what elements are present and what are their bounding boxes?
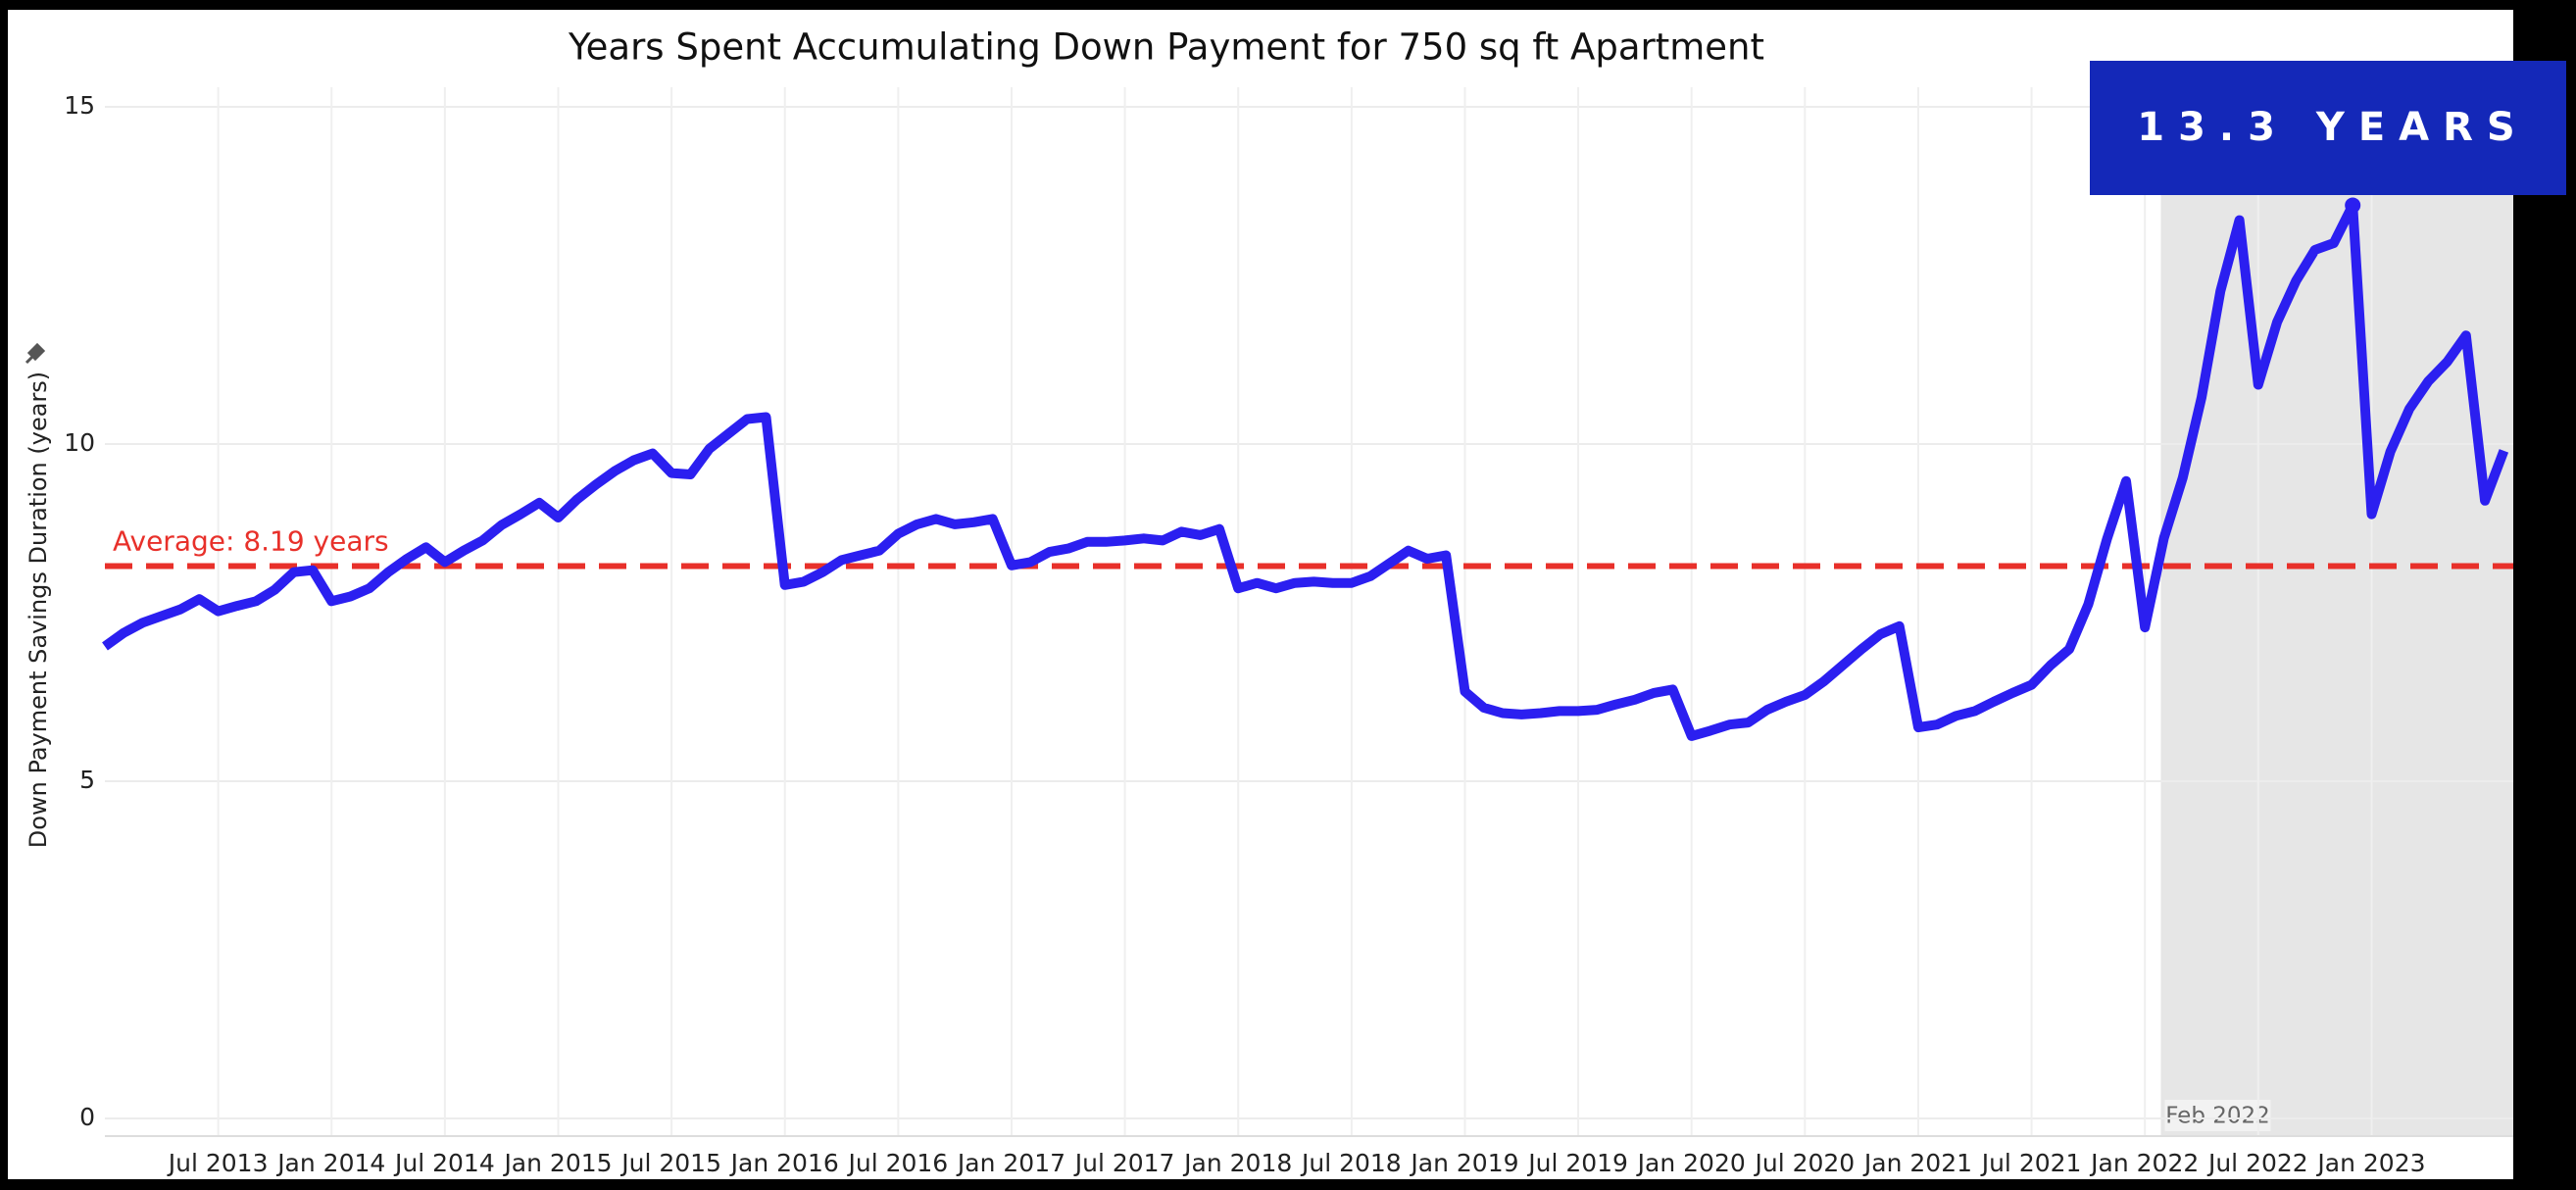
x-tick-label: Jan 2020 — [1636, 1149, 1746, 1177]
data-line — [102, 200, 2509, 741]
x-tick-label: Jul 2017 — [1073, 1149, 1175, 1177]
peak-point — [2345, 197, 2361, 214]
x-tick-label: Jan 2017 — [956, 1149, 1065, 1177]
average-label: Average: 8.19 years — [113, 525, 389, 558]
y-tick-label: 15 — [64, 91, 95, 120]
x-tick-label: Jul 2019 — [1526, 1149, 1628, 1177]
highlight-region — [2160, 87, 2513, 1136]
x-tick-label: Jan 2015 — [502, 1149, 612, 1177]
x-tick-label: Jul 2018 — [1300, 1149, 1402, 1177]
callout-box — [2090, 61, 2566, 195]
y-tick-label: 0 — [79, 1103, 95, 1131]
x-tick-label: Jan 2014 — [275, 1149, 385, 1177]
highlight-label-bg — [2164, 1100, 2271, 1131]
right-border — [2513, 0, 2576, 1190]
callout-text: 13.3 YEARS — [2137, 105, 2528, 150]
x-tick-label: Jan 2016 — [729, 1149, 839, 1177]
x-tick-label: Jan 2021 — [1862, 1149, 1972, 1177]
highlight-label: Feb 2022 — [2165, 1104, 2270, 1129]
y-axis-title: Down Payment Savings Duration (years) — [25, 372, 52, 848]
x-tick-label: Jul 2016 — [846, 1149, 948, 1177]
x-tick-label: Jul 2022 — [2206, 1149, 2308, 1177]
x-tick-label: Jul 2013 — [167, 1149, 269, 1177]
x-tick-label: Jan 2023 — [2315, 1149, 2425, 1177]
x-tick-label: Jul 2021 — [1980, 1149, 2082, 1177]
y-tick-label: 10 — [64, 428, 95, 457]
x-tick-label: Jan 2019 — [1409, 1149, 1518, 1177]
x-tick-label: Jul 2015 — [619, 1149, 721, 1177]
x-tick-label: Jul 2020 — [1753, 1149, 1855, 1177]
chart-title: Years Spent Accumulating Down Payment fo… — [568, 26, 1764, 69]
x-tick-label: Jan 2022 — [2089, 1149, 2199, 1177]
x-tick-label: Jan 2018 — [1182, 1149, 1292, 1177]
x-tick-label: Jul 2014 — [393, 1149, 495, 1177]
y-tick-label: 5 — [79, 766, 95, 794]
pin-icon — [25, 342, 46, 365]
